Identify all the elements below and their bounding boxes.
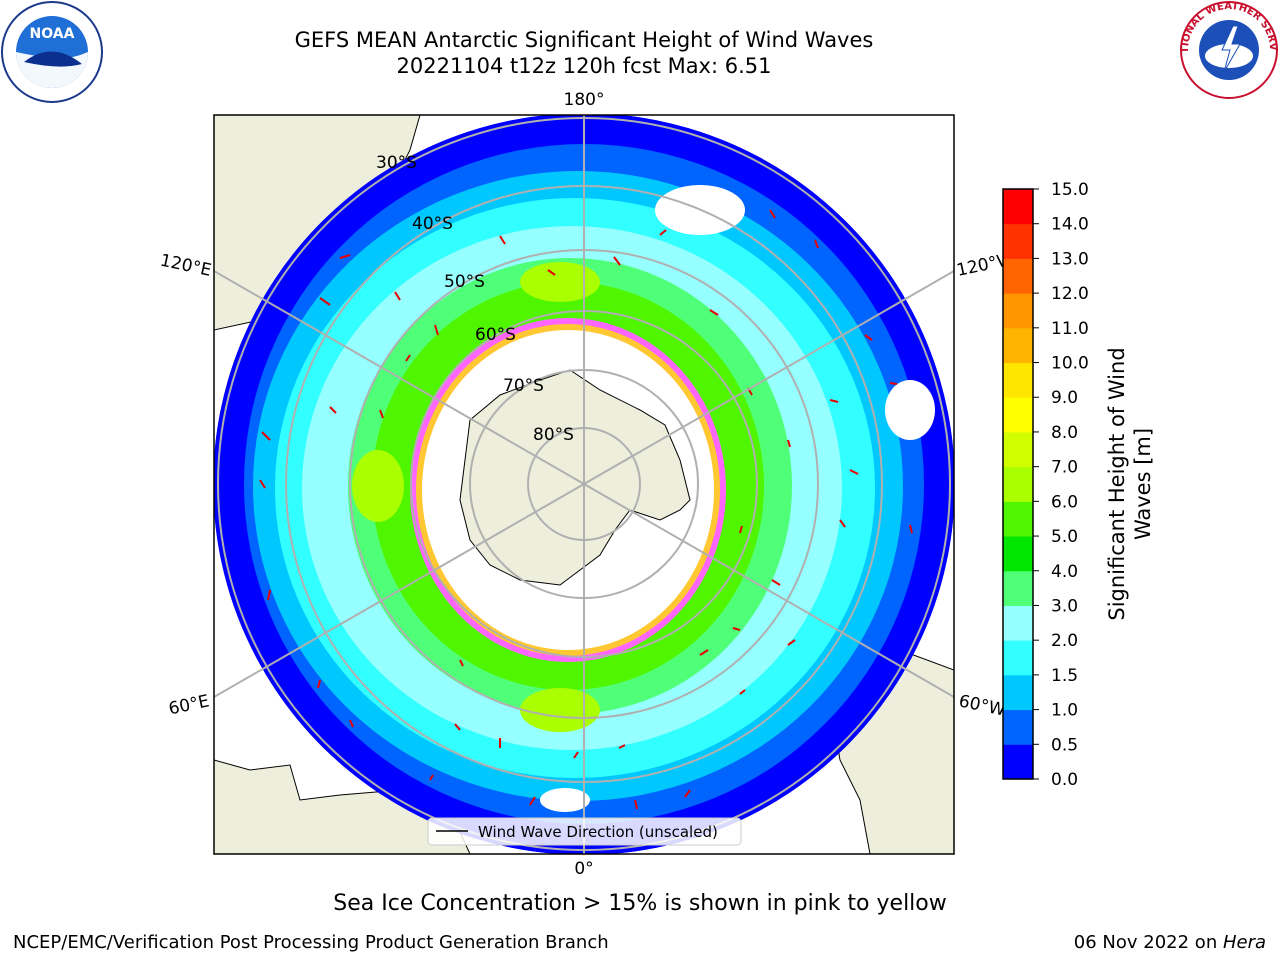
colorbar-swatch <box>1003 674 1033 711</box>
colorbar-tick-label: 10.0 <box>1051 354 1089 374</box>
colorbar-tick-label: 4.0 <box>1051 562 1078 582</box>
colorbar-swatch <box>1003 709 1033 745</box>
noaa-logo-icon: NOAA <box>1 1 103 103</box>
colorbar-tick-label: 8.0 <box>1051 423 1078 443</box>
map-frame <box>213 114 955 855</box>
colorbar-swatches <box>1003 189 1033 780</box>
lat-label-40s: 40°S <box>412 214 453 234</box>
lat-label-50s: 50°S <box>444 272 485 292</box>
colorbar-tick-label: 1.5 <box>1051 666 1078 686</box>
sea-ice-caption: Sea Ice Concentration > 15% is shown in … <box>333 891 947 916</box>
lon-label-0: 0° <box>574 859 593 879</box>
colorbar-swatch <box>1003 189 1033 225</box>
nws-logo-icon: NATIONAL WEATHER SERVICE <box>1178 0 1278 99</box>
map-legend: Wind Wave Direction (unscaled) <box>427 817 742 846</box>
colorbar-swatch <box>1003 258 1033 294</box>
colorbar-swatch <box>1003 570 1033 606</box>
colorbar-tick-label: 14.0 <box>1051 215 1089 235</box>
footer-branch: NCEP/EMC/Verification Post Processing Pr… <box>13 932 609 953</box>
colorbar-label-line2: Waves [m] <box>1131 428 1155 540</box>
colorbar-swatch <box>1003 397 1033 433</box>
colorbar-tick-label: 13.0 <box>1051 249 1089 269</box>
colorbar-label-line1: Significant Height of Wind <box>1105 347 1129 620</box>
lat-label-60s: 60°S <box>475 325 516 345</box>
colorbar-ticks: 0.0 0.5 1.0 1.5 2.0 3.0 4.0 5.0 6.0 7.0 8.0 9.0 10.0… <box>1033 180 1089 790</box>
noaa-logo-text: NOAA <box>30 26 75 42</box>
colorbar-swatch <box>1003 536 1033 572</box>
graticule <box>214 115 954 854</box>
colorbar-tick-label: 0.5 <box>1051 735 1078 755</box>
lat-label-70s: 70°S <box>503 376 544 396</box>
colorbar-tick-label: 7.0 <box>1051 458 1078 478</box>
footer-date: 06 Nov 2022 on Hera <box>1074 932 1266 953</box>
legend-label: Wind Wave Direction (unscaled) <box>478 823 718 841</box>
footer-date-text: 06 Nov 2022 on <box>1073 932 1223 953</box>
map-title-line1: GEFS MEAN Antarctic Significant Height o… <box>294 28 874 52</box>
lat-label-30s: 30°S <box>376 153 417 173</box>
colorbar-tick-label: 1.0 <box>1051 701 1078 721</box>
colorbar-tick-label: 9.0 <box>1051 388 1078 408</box>
colorbar-swatch <box>1003 744 1033 780</box>
colorbar-frame <box>1002 188 1034 780</box>
colorbar-tick-label: 12.0 <box>1051 284 1089 304</box>
wind-wave-arrows <box>259 209 913 810</box>
colorbar-tick-label: 5.0 <box>1051 527 1078 547</box>
colorbar-tick-label: 3.0 <box>1051 596 1078 616</box>
colorbar-swatch <box>1003 362 1033 398</box>
colorbar-swatch <box>1003 466 1033 502</box>
colorbar-swatch <box>1003 640 1033 676</box>
colorbar-swatch <box>1003 223 1033 259</box>
lat-label-80s: 80°S <box>533 425 574 445</box>
map-title-line2: 20221104 t12z 120h fcst Max: 6.51 <box>396 54 772 78</box>
colorbar-swatch <box>1003 431 1033 468</box>
lon-label-180: 180° <box>564 90 605 110</box>
colorbar-tick-label: 0.0 <box>1051 770 1078 790</box>
colorbar-tick-label: 2.0 <box>1051 631 1078 651</box>
antarctica-land <box>459 369 691 586</box>
colorbar-swatch <box>1003 501 1033 537</box>
colorbar-swatch <box>1003 327 1033 364</box>
colorbar-swatch <box>1003 293 1033 329</box>
colorbar-tick-label: 15.0 <box>1051 180 1089 200</box>
colorbar-tick-label: 6.0 <box>1051 492 1078 512</box>
colorbar-swatch <box>1003 605 1033 641</box>
colorbar-tick-label: 11.0 <box>1051 319 1089 339</box>
footer-host: Hera <box>1222 932 1266 953</box>
